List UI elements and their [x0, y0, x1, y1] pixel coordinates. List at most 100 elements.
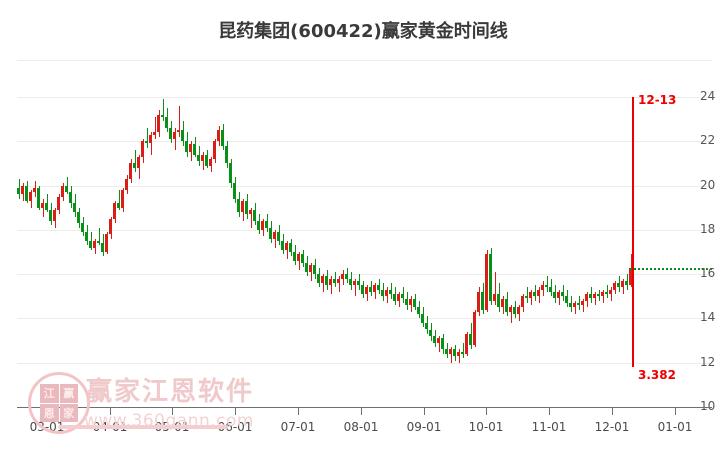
- candle-body: [89, 240, 93, 248]
- candle-body: [137, 156, 141, 168]
- candle-body: [589, 294, 593, 299]
- candle-body: [341, 274, 345, 279]
- candle-body: [409, 298, 413, 306]
- gridline: [17, 97, 712, 98]
- candle-body: [565, 296, 569, 303]
- candle-body: [377, 285, 381, 290]
- candle-wick: [546, 276, 548, 292]
- x-tick: [235, 408, 236, 415]
- x-axis-line: [17, 407, 712, 408]
- candle-body: [133, 163, 137, 168]
- candle-body: [613, 283, 617, 290]
- candle-body: [625, 280, 629, 286]
- candle-body: [21, 185, 25, 195]
- price-level-dotted-line: [630, 267, 712, 270]
- candle-body: [365, 287, 369, 295]
- candle-wick: [154, 116, 156, 140]
- candle-wick: [494, 271, 496, 306]
- candle-body: [517, 307, 521, 314]
- candle-wick: [162, 99, 164, 122]
- candle-body: [197, 154, 201, 162]
- candle-body: [201, 154, 205, 162]
- candle-body: [153, 132, 157, 135]
- candle-body: [25, 185, 29, 202]
- candle-body: [509, 307, 513, 312]
- candle-body: [573, 302, 577, 308]
- candle-wick: [146, 128, 148, 148]
- x-tick: [47, 408, 48, 415]
- candle-body: [501, 298, 505, 308]
- candle-body: [601, 291, 605, 297]
- candle-body: [297, 254, 301, 261]
- candle-body: [57, 196, 61, 210]
- candle-body: [525, 296, 529, 299]
- candle-body: [213, 141, 217, 159]
- candle-body: [405, 298, 409, 306]
- candle-wick: [150, 132, 152, 155]
- candle-body: [169, 128, 173, 140]
- candle-body: [277, 232, 281, 241]
- x-tick-label: 06-01: [217, 420, 253, 434]
- candle-body: [433, 336, 437, 343]
- y-tick-label: 20: [700, 177, 716, 192]
- candle-wick: [250, 207, 252, 228]
- candle-body: [109, 218, 113, 235]
- candle-body: [373, 285, 377, 292]
- x-tick-label: 08-01: [343, 420, 379, 434]
- candle-body: [621, 280, 625, 288]
- x-tick: [110, 408, 111, 415]
- candle-body: [537, 289, 541, 297]
- x-tick-label: 05-01: [154, 420, 190, 434]
- candle-body: [165, 116, 169, 128]
- gridline: [17, 141, 712, 143]
- gann-time-vertical-line: [632, 97, 634, 368]
- watermark-bar: [58, 425, 228, 429]
- candle-wick: [462, 342, 464, 359]
- gann-value-label-bottom: 3.382: [638, 368, 676, 383]
- candle-body: [417, 307, 421, 314]
- gridline: [17, 274, 712, 276]
- candle-wick: [118, 190, 120, 210]
- candle-body: [185, 141, 189, 153]
- candle-wick: [90, 232, 92, 250]
- candle-body: [521, 296, 525, 308]
- candle-wick: [98, 227, 100, 246]
- candle-body: [437, 338, 441, 343]
- candle-body: [285, 243, 289, 250]
- candle-body: [481, 291, 485, 310]
- candle-body: [237, 198, 241, 213]
- candle-body: [101, 243, 105, 252]
- candle-body: [269, 227, 273, 239]
- candle-body: [485, 254, 489, 310]
- candle-body: [577, 302, 581, 306]
- candle-body: [221, 130, 225, 146]
- candle-body: [157, 114, 161, 133]
- y-tick-label: 12: [700, 354, 716, 369]
- candle-body: [161, 114, 165, 117]
- x-tick-label: 09-01: [406, 420, 442, 434]
- candle-body: [413, 298, 417, 308]
- candle-body: [401, 294, 405, 299]
- gann-time-label-top: 12-13: [638, 93, 677, 107]
- candle-body: [125, 178, 129, 190]
- candle-body: [33, 187, 37, 193]
- candle-body: [329, 278, 333, 286]
- candle-body: [257, 221, 261, 230]
- candle-body: [93, 240, 97, 248]
- candle-body: [17, 187, 21, 195]
- gridline: [17, 362, 712, 364]
- candle-body: [453, 349, 457, 357]
- candle-body: [461, 351, 465, 354]
- candle-body: [605, 291, 609, 295]
- candle-body: [557, 291, 561, 299]
- x-tick-label: 01-01: [657, 420, 693, 434]
- candle-body: [301, 254, 305, 264]
- candle-body: [385, 289, 389, 297]
- candle-body: [549, 287, 553, 292]
- candle-body: [205, 154, 209, 166]
- candle-body: [617, 283, 621, 288]
- candle-body: [145, 141, 149, 144]
- candle-body: [445, 349, 449, 354]
- candle-body: [309, 265, 313, 272]
- candle-body: [397, 294, 401, 301]
